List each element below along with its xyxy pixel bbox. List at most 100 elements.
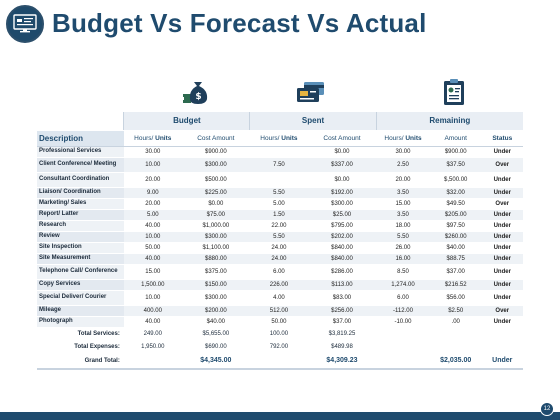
remaining-amount: $,500.00 [429, 172, 482, 188]
table-row: Site Inspection 50.00 $1,100.00 24.00 $840.0… [37, 242, 523, 254]
spent-units: 512.00 [249, 305, 308, 317]
spent-units: 1.50 [249, 209, 308, 221]
row-status: Under [481, 279, 523, 291]
spent-cost: $300.00 [307, 198, 377, 210]
budget-cost: $150.00 [181, 279, 250, 291]
total-expenses-spent-cost: $489.98 [307, 339, 377, 354]
table-row: Professional Services 30.00 $900.00 $0.00 30… [37, 146, 523, 158]
grand-total-status: Under [481, 352, 523, 370]
spent-cost: $286.00 [307, 264, 377, 280]
spent-units: 7.50 [249, 157, 308, 173]
total-services-row: Total Services: 249.00 $5,655.00 100.00 … [37, 326, 523, 341]
grand-total-remaining-amount: $2,035.00 [429, 352, 482, 370]
table-row: Telephone Call/ Conference 15.00 $375.00 6.… [37, 264, 523, 280]
table-row: Photograph 40.00 $40.00 50.00 $37.00 -10.00.0… [37, 316, 523, 328]
spent-cost: $840.00 [307, 253, 377, 265]
spent-cost: $795.00 [307, 220, 377, 232]
table-row: Liaison/ Coordination 9.00 $225.00 5.50 $192… [37, 187, 523, 199]
budget-units: 10.00 [123, 290, 182, 306]
table-row: Site Measurement 40.00 $880.00 24.00 $840.00… [37, 253, 523, 265]
row-description: Consultant Coordination [37, 172, 124, 188]
spent-units: 24.00 [249, 253, 308, 265]
budget-units: 40.00 [123, 253, 182, 265]
remaining-units: 26.00 [376, 242, 430, 254]
budget-cost: $0.00 [181, 198, 250, 210]
table-row: Consultant Coordination 20.00 $500.00 $0.00… [37, 172, 523, 188]
spent-cost: $113.00 [307, 279, 377, 291]
row-status: Over [481, 157, 523, 173]
total-expenses-budget-units: 1,950.00 [123, 339, 182, 354]
total-expenses-row: Total Expenses: 1,950.00 $690.00 792.00 … [37, 339, 523, 354]
table-row: Client Conference/ Meeting 10.00 $300.00 7.… [37, 157, 523, 173]
remaining-units: 8.50 [376, 264, 430, 280]
table-row: Copy Services 1,500.00 $150.00 226.00 $113.0… [37, 279, 523, 291]
table-body: Professional Services 30.00 $900.00 $0.00 30… [37, 146, 523, 328]
remaining-amount: $32.00 [429, 187, 482, 199]
row-description: Liaison/ Coordination [37, 187, 124, 199]
spent-cost: $192.00 [307, 187, 377, 199]
remaining-amount: $37.00 [429, 264, 482, 280]
spent-units: 5.00 [249, 198, 308, 210]
remaining-amount: $37.50 [429, 157, 482, 173]
spent-units: 50.00 [249, 316, 308, 328]
spent-cost: $256.00 [307, 305, 377, 317]
group-header-spent: Spent [249, 112, 377, 131]
row-status: Over [481, 198, 523, 210]
budget-cost: $200.00 [181, 305, 250, 317]
spent-units [249, 146, 308, 158]
row-status: Under [481, 242, 523, 254]
column-header-budget-cost: Cost Amount [181, 129, 250, 147]
budget-units: 10.00 [123, 231, 182, 243]
remaining-units: 15.00 [376, 198, 430, 210]
group-header-remaining: Remaining [375, 112, 523, 131]
table-row: Research 40.00 $1,000.00 22.00 $795.00 18.00 $… [37, 220, 523, 232]
row-status: Under [481, 231, 523, 243]
slide-title: Budget Vs Forecast Vs Actual [52, 8, 427, 38]
row-description: Research [37, 220, 124, 232]
row-status: Under [481, 172, 523, 188]
remaining-units: 16.00 [376, 253, 430, 265]
remaining-amount: $97.50 [429, 220, 482, 232]
spent-units [249, 172, 308, 188]
remaining-units: 6.00 [376, 290, 430, 306]
total-services-spent-cost: $3,819.25 [307, 326, 377, 341]
column-header-status: Status [481, 129, 523, 147]
budget-cost: $40.00 [181, 316, 250, 328]
row-description: Client Conference/ Meeting [37, 157, 124, 173]
column-header-spent-units: Hours/ Units [249, 129, 308, 147]
budget-units: 9.00 [123, 187, 182, 199]
budget-cost: $900.00 [181, 146, 250, 158]
spent-units: 5.50 [249, 231, 308, 243]
row-status: Under [481, 316, 523, 328]
table-row: Review 10.00 $300.00 5.50 $202.00 5.50 $260.00… [37, 231, 523, 243]
spent-cost: $840.00 [307, 242, 377, 254]
table-row: Report/ Latter 5.00 $75.00 1.50 $25.00 3.50 $2… [37, 209, 523, 221]
spent-units: 24.00 [249, 242, 308, 254]
row-description: Marketing/ Sales [37, 198, 124, 210]
grand-total-budget-cost: $4,345.00 [181, 352, 250, 370]
row-description: Report/ Latter [37, 209, 124, 221]
grand-total-label: Grand Total: [37, 352, 124, 370]
column-header-budget-units: Hours/ Units [123, 129, 182, 147]
budget-units: 40.00 [123, 316, 182, 328]
row-description: Review [37, 231, 124, 243]
row-description: Site Inspection [37, 242, 124, 254]
total-expenses-label: Total Expenses: [37, 339, 124, 354]
group-header-budget: Budget [123, 112, 250, 131]
remaining-amount: $216.52 [429, 279, 482, 291]
remaining-units: 20.00 [376, 172, 430, 188]
row-status: Under [481, 264, 523, 280]
spent-cost: $337.00 [307, 157, 377, 173]
row-description: Copy Services [37, 279, 124, 291]
table-row: Special Deliver/ Courier 10.00 $300.00 4.00… [37, 290, 523, 306]
remaining-units: 1,274.00 [376, 279, 430, 291]
remaining-units: 2.50 [376, 157, 430, 173]
budget-cost: $500.00 [181, 172, 250, 188]
remaining-units: 3.50 [376, 187, 430, 199]
budget-cost: $75.00 [181, 209, 250, 221]
page-number: 12 [540, 402, 554, 416]
table-row: Marketing/ Sales 20.00 $0.00 5.00 $300.00 15.… [37, 198, 523, 210]
remaining-units: 3.50 [376, 209, 430, 221]
budget-cost: $375.00 [181, 264, 250, 280]
spent-cost: $0.00 [307, 172, 377, 188]
